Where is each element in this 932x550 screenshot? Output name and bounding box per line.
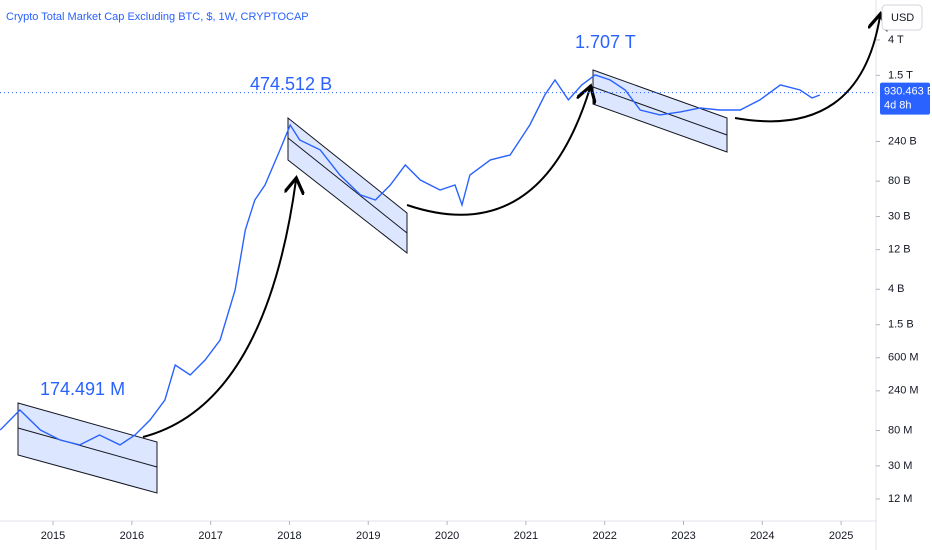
- countdown-label: 4d 8h: [884, 99, 912, 111]
- y-tick-label: 80 M: [888, 424, 912, 436]
- arrow: [406, 88, 590, 216]
- y-tick-label: 600 M: [888, 352, 919, 364]
- x-tick-label: 2015: [41, 530, 65, 542]
- channel-midline: [17, 427, 158, 468]
- x-tick-label: 2021: [514, 530, 538, 542]
- price-line: [0, 74, 821, 446]
- x-tick-label: 2022: [592, 530, 616, 542]
- x-tick-label: 2025: [829, 530, 853, 542]
- annotation: 474.512 B: [250, 74, 332, 94]
- currency-button[interactable]: [881, 4, 923, 31]
- arrow: [734, 16, 880, 123]
- y-tick-label: 30 M: [888, 460, 912, 472]
- x-tick-label: 2024: [750, 530, 774, 542]
- y-tick-label: 4 T: [888, 34, 904, 46]
- x-tick-label: 2017: [198, 530, 222, 542]
- x-tick-label: 2016: [120, 530, 144, 542]
- channel-midline: [592, 86, 728, 136]
- y-tick-label: 4 B: [888, 283, 905, 295]
- drawings: [17, 16, 880, 494]
- last-price-label: 930.463 B: [884, 85, 932, 97]
- y-tick-label: 1.5 T: [888, 69, 913, 81]
- x-tick-label: 2020: [435, 530, 459, 542]
- y-tick-label: 30 B: [888, 210, 911, 222]
- arrow: [142, 180, 296, 438]
- x-tick-label: 2018: [277, 530, 301, 542]
- y-tick-label: 240 M: [888, 385, 919, 397]
- channel-midline: [287, 137, 408, 234]
- x-tick-label: 2019: [356, 530, 380, 542]
- annotation: 174.491 M: [40, 379, 125, 399]
- y-tick-label: 12 B: [888, 244, 911, 256]
- y-tick-label: 12 M: [888, 493, 912, 505]
- chart-title: Crypto Total Market Cap Excluding BTC, $…: [6, 11, 309, 23]
- currency-label[interactable]: USD: [891, 12, 914, 24]
- annotation: 1.707 T: [575, 32, 636, 52]
- x-tick-label: 2023: [671, 530, 695, 542]
- y-tick-label: 1.5 B: [888, 319, 914, 331]
- y-tick-label: 80 B: [888, 175, 911, 187]
- y-tick-label: 240 B: [888, 135, 917, 147]
- last-price-box: [880, 82, 930, 115]
